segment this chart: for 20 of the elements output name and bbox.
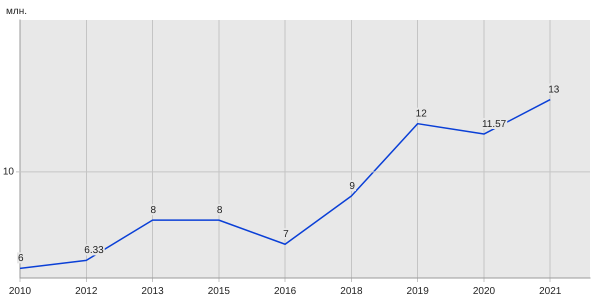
x-tick-label: 2016 bbox=[274, 286, 297, 297]
data-label: 7 bbox=[283, 228, 290, 240]
data-label: 8 bbox=[150, 204, 157, 216]
x-tick-label: 2013 bbox=[141, 286, 164, 297]
data-label: 6 bbox=[18, 253, 24, 264]
x-tick-label: 2020 bbox=[472, 286, 496, 297]
x-tick-label: 2021 bbox=[539, 286, 562, 297]
x-tick-label: 2018 bbox=[340, 286, 363, 297]
data-label: 9 bbox=[349, 180, 356, 192]
data-label: 6.33 bbox=[84, 245, 104, 256]
x-tick-label: 2019 bbox=[406, 286, 430, 297]
x-tick-label: 2012 bbox=[75, 286, 98, 297]
data-label: 11.57 bbox=[482, 118, 507, 130]
x-tick-label: 2015 bbox=[208, 286, 230, 297]
data-label: 8 bbox=[216, 204, 223, 216]
data-label: 13 bbox=[548, 84, 560, 96]
y-axis-title: млн. bbox=[6, 6, 28, 17]
x-tick-label: 2010 bbox=[8, 286, 32, 297]
ref-line-label: 10 bbox=[2, 166, 14, 178]
data-label: 12 bbox=[416, 108, 428, 120]
